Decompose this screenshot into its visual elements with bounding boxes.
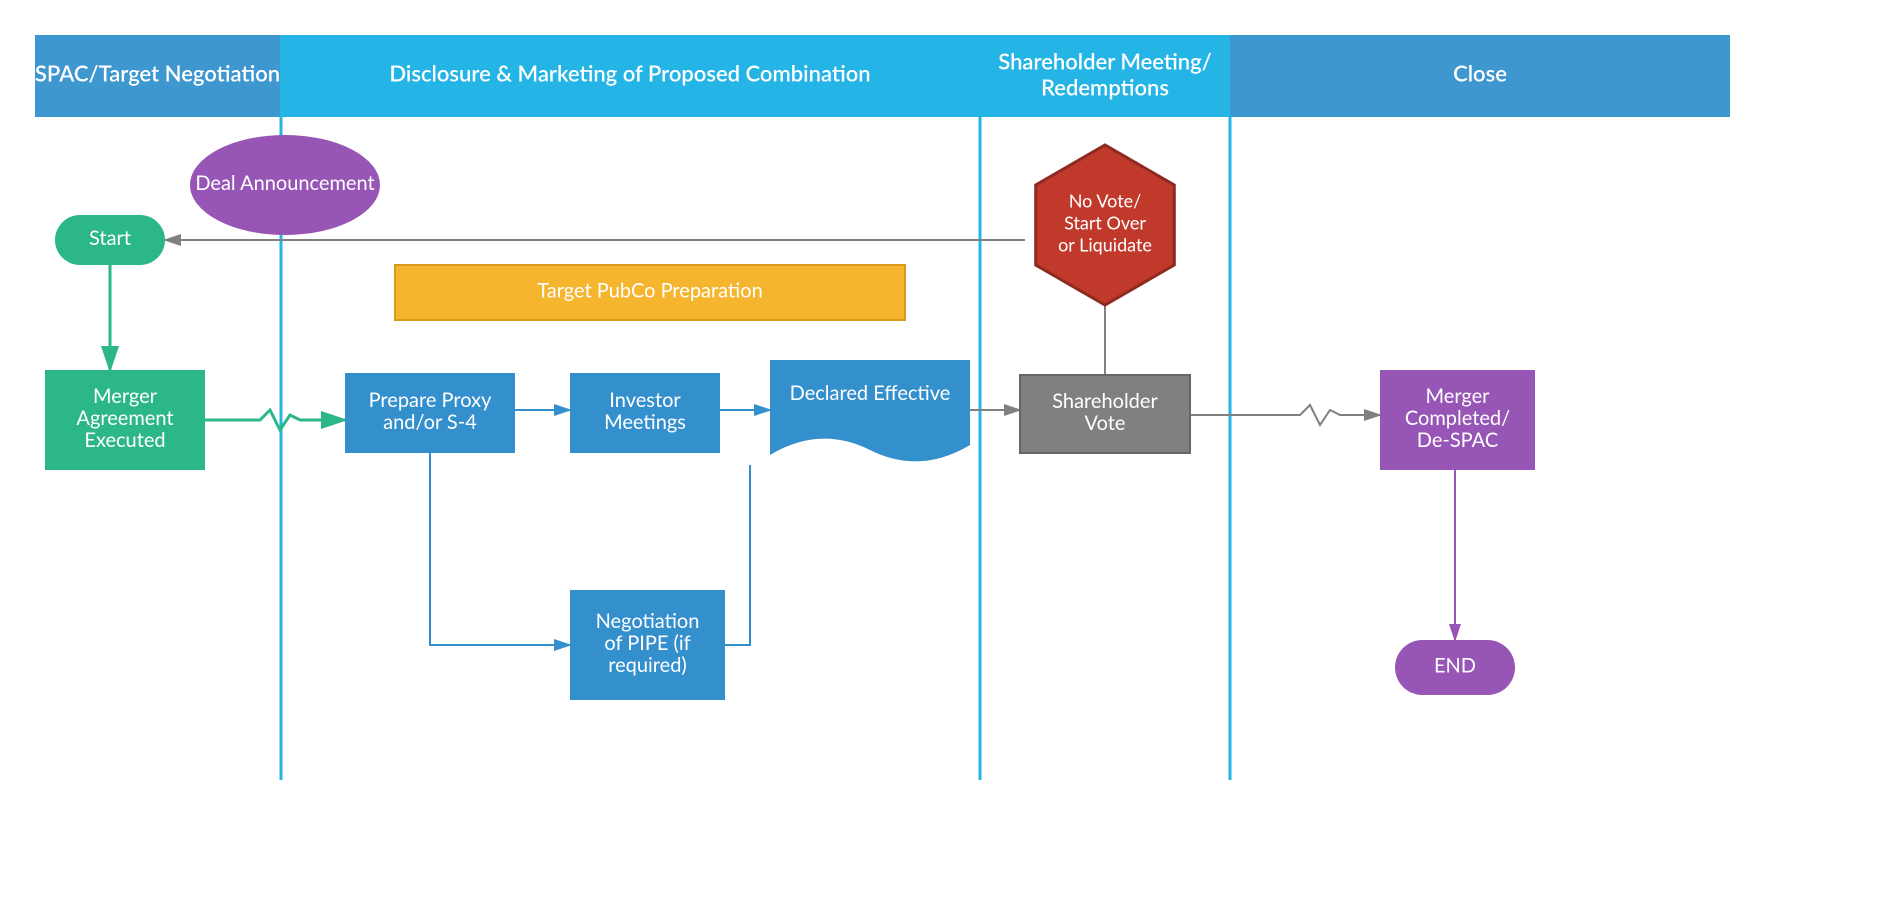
node-label: Executed bbox=[84, 428, 165, 452]
node-label: Completed/ bbox=[1405, 406, 1510, 430]
node-complete: MergerCompleted/De-SPAC bbox=[1380, 370, 1535, 470]
node-label: and/or S-4 bbox=[383, 410, 477, 434]
node-pipe: Negotiationof PIPE (ifrequired) bbox=[570, 590, 725, 700]
node-label: Negotiation bbox=[596, 609, 700, 633]
node-label: No Vote/ bbox=[1069, 190, 1142, 212]
node-label: Agreement bbox=[76, 406, 173, 430]
node-declared: Declared Effective bbox=[770, 360, 970, 461]
node-label: Investor bbox=[609, 388, 681, 412]
node-pubco: Target PubCo Preparation bbox=[395, 265, 905, 320]
edge-e_merger_proxy bbox=[205, 410, 345, 430]
edge-e_proxy_pipe bbox=[430, 453, 570, 645]
node-label: Start bbox=[89, 226, 131, 250]
phase-header-label: SPAC/Target Negotiation bbox=[35, 60, 280, 87]
phase-header-h4: Close bbox=[1230, 35, 1730, 117]
node-vote: ShareholderVote bbox=[1020, 375, 1190, 453]
node-proxy: Prepare Proxyand/or S-4 bbox=[345, 373, 515, 453]
node-label: De-SPAC bbox=[1417, 428, 1498, 452]
node-investor: InvestorMeetings bbox=[570, 373, 720, 453]
phase-header-h2: Disclosure & Marketing of Proposed Combi… bbox=[280, 35, 980, 117]
node-start: Start bbox=[55, 215, 165, 265]
phase-header-h1: SPAC/Target Negotiation bbox=[35, 35, 280, 117]
phase-header-label: Disclosure & Marketing of Proposed Combi… bbox=[389, 60, 870, 87]
nodes: StartMergerAgreementExecutedDeal Announc… bbox=[45, 135, 1535, 700]
node-label: required) bbox=[608, 653, 687, 677]
node-end: END bbox=[1395, 640, 1515, 695]
node-label: Prepare Proxy bbox=[369, 388, 492, 412]
node-label: Declared Effective bbox=[790, 381, 951, 405]
node-novote: No Vote/Start Overor Liquidate bbox=[1036, 145, 1175, 305]
node-label: Vote bbox=[1085, 411, 1126, 435]
phase-header-label: Shareholder Meeting/ bbox=[998, 48, 1212, 75]
svg-text:Redemptions: Redemptions bbox=[1041, 74, 1169, 101]
node-label: Shareholder bbox=[1052, 389, 1158, 413]
node-label: Target PubCo Preparation bbox=[537, 279, 763, 303]
node-label: Meetings bbox=[604, 410, 686, 434]
edge-e_pipe_decl bbox=[725, 465, 750, 645]
node-merger: MergerAgreementExecuted bbox=[45, 370, 205, 470]
node-label: or Liquidate bbox=[1058, 234, 1152, 256]
node-label: Deal Announcement bbox=[195, 171, 374, 195]
node-label: END bbox=[1434, 654, 1476, 678]
edge-e_vote_complete bbox=[1190, 405, 1380, 425]
node-deal: Deal Announcement bbox=[190, 135, 380, 235]
phase-header-h3: Shareholder Meeting/Redemptions bbox=[980, 35, 1230, 117]
flowchart-root: SPAC/Target Negotiation Disclosure & Mark… bbox=[0, 0, 1900, 800]
phase-header-label: Close bbox=[1453, 60, 1507, 87]
node-label: Merger bbox=[1426, 384, 1491, 408]
node-label: of PIPE (if bbox=[604, 631, 690, 655]
node-label: Start Over bbox=[1064, 212, 1146, 234]
node-label: Merger bbox=[93, 384, 158, 408]
